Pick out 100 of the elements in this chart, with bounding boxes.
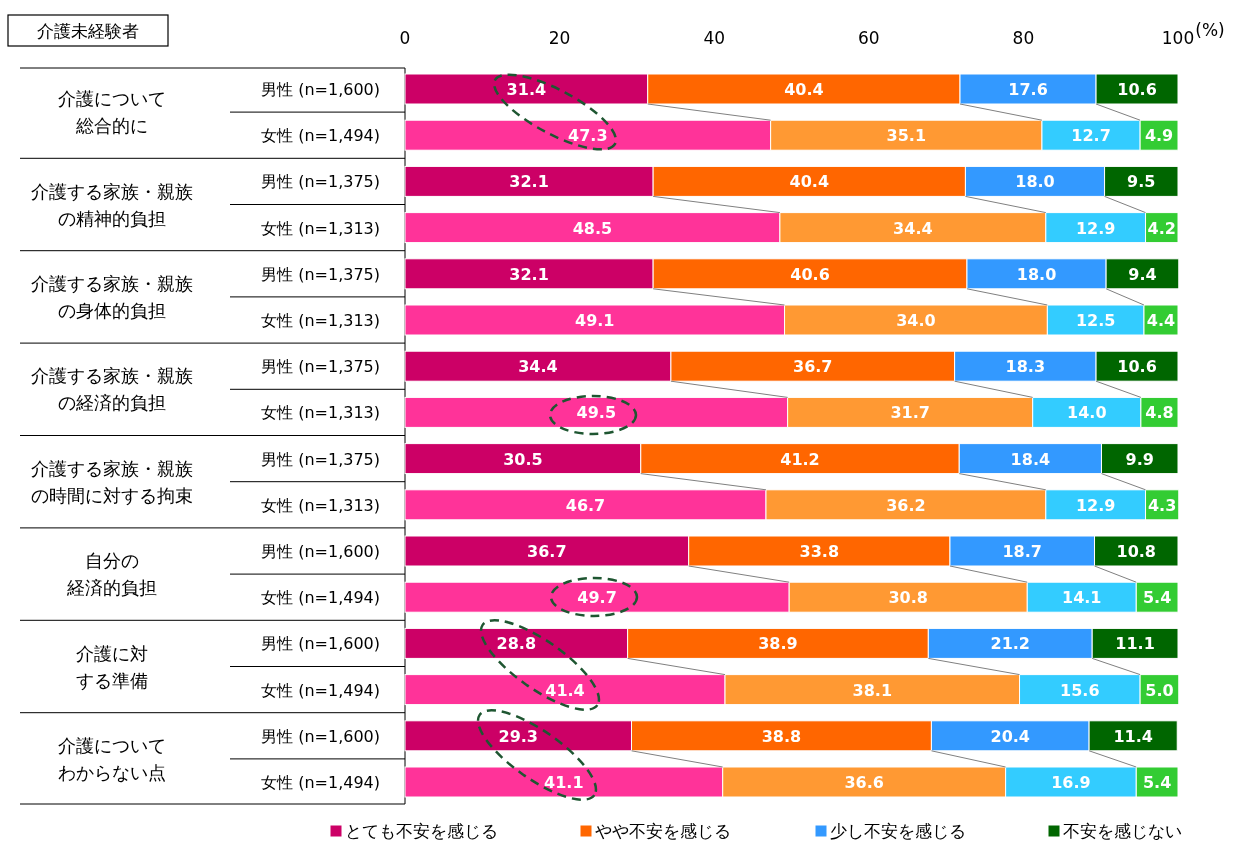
text: 介護する家族・親族の時間に対する拘束 (31, 457, 193, 506)
data-label: 9.5 (1127, 172, 1156, 192)
data-label: 34.0 (896, 311, 936, 330)
y-tick-label: 男性 (n=1,600) (261, 542, 380, 561)
x-tick-label: 100 (1161, 28, 1195, 48)
data-label: 34.4 (518, 357, 558, 377)
legend-label: 不安を感じない (1063, 821, 1182, 841)
data-label: 18.3 (1005, 357, 1046, 377)
data-label: 12.9 (1075, 495, 1116, 515)
data-label: 9.4 (1128, 264, 1157, 284)
data-label: 40.6 (790, 264, 830, 284)
y-tick-label: 男性 (n=1,375) (261, 449, 380, 469)
data-label: 15.6 (1060, 680, 1100, 700)
data-label: 5.4 (1142, 588, 1172, 608)
data-label: 30.5 (503, 449, 543, 469)
data-label: 34.4 (893, 218, 933, 238)
data-label: 36.7 (527, 542, 567, 561)
text: 介護未経験者 (37, 21, 139, 41)
data-label: 20.4 (990, 726, 1030, 746)
data-label: 41.4 (545, 680, 585, 700)
data-label: 38.1 (852, 680, 893, 700)
data-label: 10.6 (1117, 80, 1157, 99)
data-label: 32.1 (509, 264, 549, 284)
data-label: 12.5 (1075, 311, 1116, 330)
y-tick-label: 男性 (n=1,600) (261, 634, 380, 654)
data-label: 11.1 (1115, 634, 1155, 654)
data-label: 49.5 (576, 403, 617, 423)
data-label: 29.3 (498, 726, 538, 746)
text: 介護についてわからない点 (58, 734, 166, 783)
data-label: 31.4 (506, 80, 547, 99)
data-label: 46.7 (565, 495, 606, 515)
data-label: 4.3 (1147, 495, 1177, 515)
y-tick-label: 女性 (n=1,313) (261, 403, 380, 423)
data-label: 28.8 (496, 634, 537, 654)
y-tick-label: 女性 (n=1,494) (261, 126, 380, 146)
y-tick-label: 女性 (n=1,313) (261, 218, 380, 238)
y-tick-label: 男性 (n=1,600) (261, 80, 380, 99)
y-tick-label: 男性 (n=1,375) (261, 357, 380, 377)
data-label: 18.7 (1002, 542, 1042, 561)
y-tick-label: 男性 (n=1,375) (261, 264, 380, 284)
data-label: 38.9 (758, 634, 798, 654)
y-tick-label: 女性 (n=1,313) (261, 311, 380, 330)
y-tick-label: 女性 (n=1,494) (261, 773, 380, 792)
data-label: 12.7 (1071, 126, 1111, 146)
data-label: 49.1 (575, 311, 615, 330)
text: 介護に対する準備 (76, 642, 148, 691)
data-label: 30.8 (888, 588, 928, 608)
data-label: 4.2 (1147, 218, 1176, 238)
legend-label: やや不安を感じる (595, 821, 731, 841)
text: 自分の経済的負担 (66, 550, 157, 599)
x-axis-title: (%) (1195, 20, 1225, 40)
data-label: 36.7 (793, 357, 833, 377)
x-tick-label: 40 (703, 28, 726, 48)
data-label: 33.8 (799, 542, 840, 561)
text: 介護する家族・親族の経済的負担 (31, 365, 193, 414)
data-label: 31.7 (890, 403, 930, 423)
data-label: 21.2 (990, 634, 1030, 654)
y-tick-label: 女性 (n=1,313) (261, 495, 380, 515)
x-tick-label: 0 (399, 28, 411, 48)
data-label: 48.5 (572, 218, 613, 238)
data-label: 35.1 (886, 126, 927, 146)
x-tick-label: 20 (548, 28, 571, 48)
data-label: 40.4 (789, 172, 830, 192)
text: 介護する家族・親族の精神的負担 (31, 180, 193, 229)
data-label: 4.4 (1146, 311, 1176, 330)
data-label: 38.8 (761, 726, 802, 746)
data-label: 9.9 (1125, 449, 1154, 469)
data-label: 40.4 (784, 80, 824, 99)
data-label: 47.3 (568, 126, 608, 146)
data-label: 10.8 (1116, 542, 1156, 561)
legend-label: 少し不安を感じる (830, 821, 966, 841)
data-label: 36.2 (886, 495, 926, 515)
y-tick-label: 男性 (n=1,600) (261, 726, 380, 746)
data-label: 18.0 (1015, 172, 1055, 192)
data-label: 12.9 (1075, 218, 1116, 238)
legend-label: とても不安を感じる (345, 821, 498, 841)
x-tick-label: 80 (1012, 28, 1035, 48)
data-label: 49.7 (577, 588, 617, 608)
data-label: 14.0 (1067, 403, 1107, 423)
x-tick-label: 60 (857, 28, 880, 48)
y-tick-label: 女性 (n=1,494) (261, 588, 380, 608)
data-label: 17.6 (1008, 80, 1048, 99)
data-label: 10.6 (1117, 357, 1157, 377)
data-label: 11.4 (1113, 726, 1153, 746)
text: 介護について総合的に (58, 88, 166, 137)
data-label: 4.9 (1144, 126, 1174, 146)
data-label: 32.1 (509, 172, 549, 192)
data-label: 41.1 (544, 773, 584, 792)
data-label: 14.1 (1062, 588, 1102, 608)
data-label: 18.0 (1016, 264, 1057, 284)
data-label: 5.0 (1145, 680, 1174, 700)
data-label: 5.4 (1142, 773, 1172, 792)
data-label: 16.9 (1051, 773, 1091, 792)
y-tick-label: 女性 (n=1,494) (261, 680, 380, 700)
data-label: 18.4 (1010, 449, 1051, 469)
data-label: 4.8 (1145, 403, 1174, 423)
data-label: 36.6 (844, 773, 884, 792)
data-label: 41.2 (780, 449, 820, 469)
y-tick-label: 男性 (n=1,375) (261, 172, 380, 192)
text: 介護する家族・親族の身体的負担 (31, 272, 193, 321)
